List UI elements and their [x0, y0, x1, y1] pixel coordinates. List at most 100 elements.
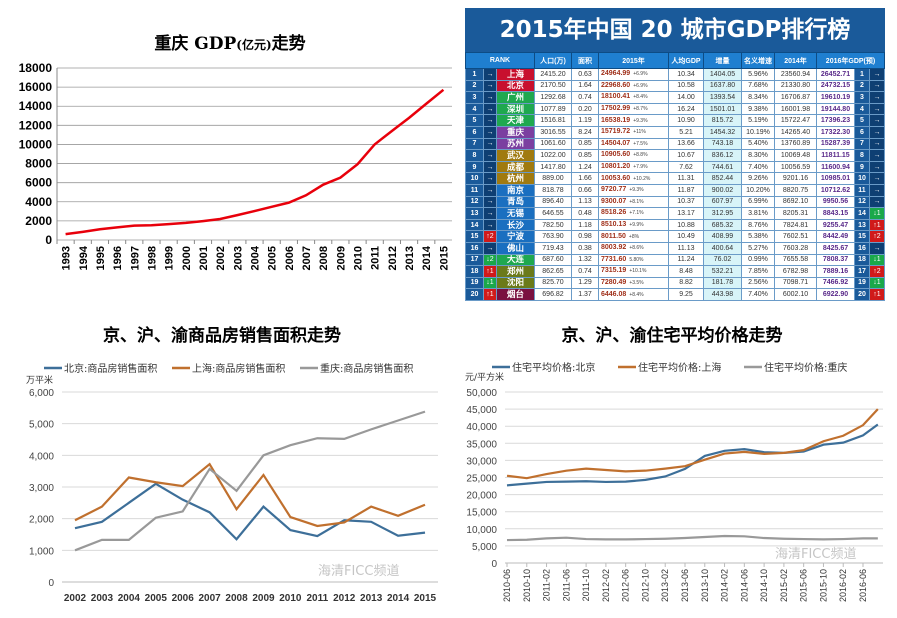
- series-line: [506, 423, 879, 487]
- rank-2016: 2: [854, 79, 870, 93]
- city-name: 长沙: [496, 218, 535, 232]
- growth-rate: 5.80%: [629, 256, 644, 263]
- gdp-increment: 685.32: [703, 218, 742, 232]
- gdp-increment: 532.21: [703, 265, 742, 278]
- gdp-2014: 8820.75: [774, 183, 817, 197]
- growth-rate: +11%: [633, 129, 646, 136]
- gdp-per-capita: 11.13: [668, 241, 704, 255]
- watermark: 海清FICC频道: [775, 547, 857, 562]
- city-name: 沈阳: [496, 276, 535, 290]
- rank-2015: 19: [465, 276, 484, 290]
- nominal-growth: 7.85%: [741, 265, 775, 278]
- x-tick-label: 2011-06: [561, 569, 571, 601]
- gdp-2015: 8003.92 +8.6%: [598, 241, 669, 255]
- gdp-2014: 14265.40: [774, 125, 817, 139]
- nominal-growth: 9.38%: [741, 102, 775, 116]
- population: 1516.81: [534, 114, 572, 127]
- gdp-increment: 312.95: [703, 207, 742, 220]
- growth-rate: +8.7%: [633, 106, 648, 113]
- x-tick-label: 2006: [172, 593, 195, 604]
- city-name: 郑州: [496, 265, 535, 278]
- rank-2015: 11: [465, 183, 484, 197]
- rank-2015: 16: [465, 241, 484, 255]
- gdp-2014: 10056.59: [774, 160, 817, 174]
- gdp-2015: 22968.60 +6.9%: [598, 79, 669, 93]
- gdp-2016-forecast: 11600.94: [816, 160, 855, 174]
- x-tick-label: 1996: [112, 246, 124, 270]
- growth-rate: +8.8%: [633, 152, 648, 159]
- gdp-2015: 7731.60 5.80%: [598, 253, 669, 267]
- rank-change: →: [483, 207, 497, 220]
- nominal-growth: 5.38%: [741, 230, 775, 243]
- city-name: 成都: [496, 160, 535, 174]
- gdp-value: 10053.60: [601, 174, 631, 182]
- y-axis-unit: 元/平方米: [465, 371, 504, 383]
- gdp-2016-forecast: 26452.71: [816, 68, 855, 81]
- y-tick-label: 16000: [19, 80, 53, 94]
- x-tick-label: 2007: [198, 593, 221, 604]
- rank-change-2016: →: [868, 91, 886, 104]
- area: 1.19: [571, 114, 599, 127]
- gdp-2014: 10069.48: [774, 149, 817, 162]
- rank-change: →: [483, 218, 497, 232]
- gdp-2014: 6002.10: [774, 288, 817, 301]
- x-tick-label: 2009: [252, 593, 275, 604]
- gdp-increment: 743.18: [703, 137, 742, 151]
- rank-2016: 3: [854, 91, 870, 104]
- nominal-growth: 5.96%: [741, 68, 775, 81]
- gdp-2015: 24964.99 +6.9%: [598, 68, 669, 81]
- nominal-growth: 5.27%: [741, 241, 775, 255]
- area: 0.66: [571, 183, 599, 197]
- rank-change-2016: →: [868, 114, 886, 127]
- x-tick-label: 2008: [318, 246, 330, 270]
- y-tick-label: 6,000: [29, 388, 54, 399]
- growth-rate: +10.2%: [633, 175, 651, 182]
- column-header: 2014年: [774, 52, 817, 69]
- x-tick-label: 2015-10: [818, 569, 828, 602]
- gdp-per-capita: 9.25: [668, 288, 704, 301]
- gdp-2015: 15719.72 +11%: [598, 125, 669, 139]
- rank-change-2016: ↓1: [868, 207, 886, 220]
- rank-change-2016: →: [868, 241, 886, 255]
- area: 0.48: [571, 207, 599, 220]
- gdp-increment: 836.12: [703, 149, 742, 162]
- rank-change-2016: ↑2: [868, 230, 886, 243]
- x-tick-label: 2004: [118, 593, 141, 604]
- x-tick-label: 2002: [215, 246, 227, 270]
- table-row: 8 → 武汉 1022.00 0.85 10905.60 +8.8% 10.67 836.12 8…: [465, 149, 886, 162]
- gdp-increment: 1393.54: [703, 91, 742, 104]
- population: 687.60: [534, 253, 572, 267]
- title-part: (亿元): [236, 37, 271, 52]
- y-tick-label: 45,000: [466, 405, 497, 416]
- growth-rate: +10.1%: [629, 268, 647, 275]
- gdp-increment: 76.02: [703, 253, 742, 267]
- population: 1022.00: [534, 149, 572, 162]
- gdp-2016-forecast: 7808.37: [816, 253, 855, 267]
- nominal-growth: 0.99%: [741, 253, 775, 267]
- x-tick-label: 2013-10: [700, 569, 710, 602]
- growth-rate: +9.3%: [629, 187, 644, 194]
- rank-change-2016: →: [868, 160, 886, 174]
- y-axis-unit: 万平米: [26, 374, 53, 386]
- gdp-per-capita: 14.00: [668, 91, 704, 104]
- column-header: 2015年: [598, 52, 669, 69]
- city-name: 杭州: [496, 172, 535, 185]
- gdp-increment: 443.98: [703, 288, 742, 301]
- x-tick-label: 2010-10: [522, 569, 532, 602]
- rank-change-2016: ↑2: [868, 265, 886, 278]
- city-name: 北京: [496, 79, 535, 93]
- population: 763.90: [534, 230, 572, 243]
- x-tick-label: 2012-06: [621, 569, 631, 602]
- column-header: 面积: [571, 52, 599, 69]
- x-tick-label: 2005: [267, 246, 279, 270]
- area: 1.18: [571, 218, 599, 232]
- y-tick-label: 35,000: [466, 439, 497, 450]
- gdp-2016-forecast: 19144.80: [816, 102, 855, 116]
- area: 0.74: [571, 265, 599, 278]
- gdp-2015: 10905.60 +8.8%: [598, 149, 669, 162]
- legend-label: 住宅平均价格:北京: [512, 361, 595, 374]
- gdp-2014: 8205.31: [774, 207, 817, 220]
- table-row: 1 → 上海 2415.20 0.63 24964.99 +6.9% 10.34 1404.05…: [465, 68, 886, 81]
- gdp-per-capita: 11.31: [668, 172, 704, 185]
- gdp-2014: 6782.98: [774, 265, 817, 278]
